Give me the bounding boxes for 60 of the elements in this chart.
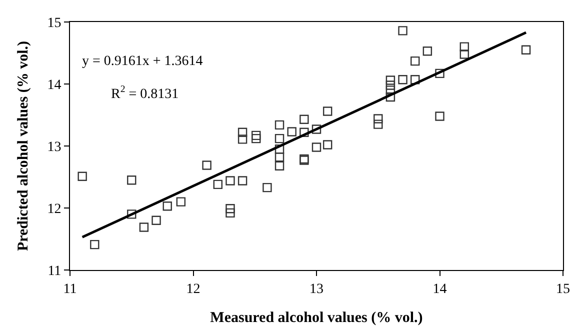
- y-tick-label: 13: [47, 140, 62, 155]
- point: [213, 180, 222, 190]
- point: [374, 120, 383, 129]
- point: [238, 176, 248, 186]
- point: [300, 114, 309, 124]
- point: [410, 75, 420, 84]
- point: [238, 128, 248, 137]
- x-axis-title: Measured alcohol values (% vol.): [210, 310, 423, 326]
- x-tick-label: 11: [63, 282, 77, 297]
- point: [422, 46, 432, 56]
- x-tick-label: 15: [556, 282, 570, 297]
- y-tick-label: 11: [48, 264, 62, 279]
- point: [226, 208, 235, 218]
- point: [274, 152, 284, 162]
- point: [252, 130, 261, 140]
- point: [176, 197, 186, 206]
- point: [262, 182, 272, 192]
- point: [274, 161, 284, 170]
- point: [410, 56, 420, 66]
- point: [460, 42, 469, 52]
- point: [238, 134, 248, 144]
- point: [78, 172, 87, 181]
- y-tick-label: 12: [47, 202, 62, 217]
- point: [386, 76, 396, 85]
- point: [139, 222, 149, 232]
- point: [322, 106, 332, 116]
- point: [521, 45, 531, 54]
- point: [152, 216, 161, 225]
- point: [398, 75, 408, 84]
- annotation: R$^{2}$ = 0.8131: [111, 84, 179, 102]
- point: [287, 127, 296, 136]
- point: [274, 134, 284, 144]
- y-axis-title: Predicted alcohol values (% vol.): [15, 40, 32, 252]
- point: [226, 176, 235, 186]
- point: [386, 92, 396, 102]
- point: [398, 26, 408, 36]
- point: [274, 120, 284, 130]
- point: [374, 114, 383, 124]
- point: [300, 128, 309, 137]
- point: [127, 210, 136, 219]
- point: [435, 68, 444, 78]
- point: [435, 112, 444, 121]
- point: [312, 142, 322, 152]
- point: [226, 204, 235, 214]
- point: [386, 80, 396, 90]
- annotation: y = 0.9161x + 1.3614: [82, 54, 203, 69]
- y-tick-label: 14: [47, 78, 62, 93]
- point: [274, 144, 284, 154]
- x-tick-label: 13: [310, 282, 324, 297]
- y-tick-label: 15: [47, 16, 62, 31]
- point: [162, 202, 172, 211]
- point: [322, 140, 332, 150]
- point: [202, 160, 212, 170]
- point: [312, 124, 322, 134]
- x-tick-label: 14: [432, 282, 447, 297]
- point: [460, 50, 469, 59]
- point: [90, 240, 100, 250]
- x-tick-label: 12: [186, 282, 200, 297]
- point: [127, 176, 136, 185]
- point: [252, 134, 261, 144]
